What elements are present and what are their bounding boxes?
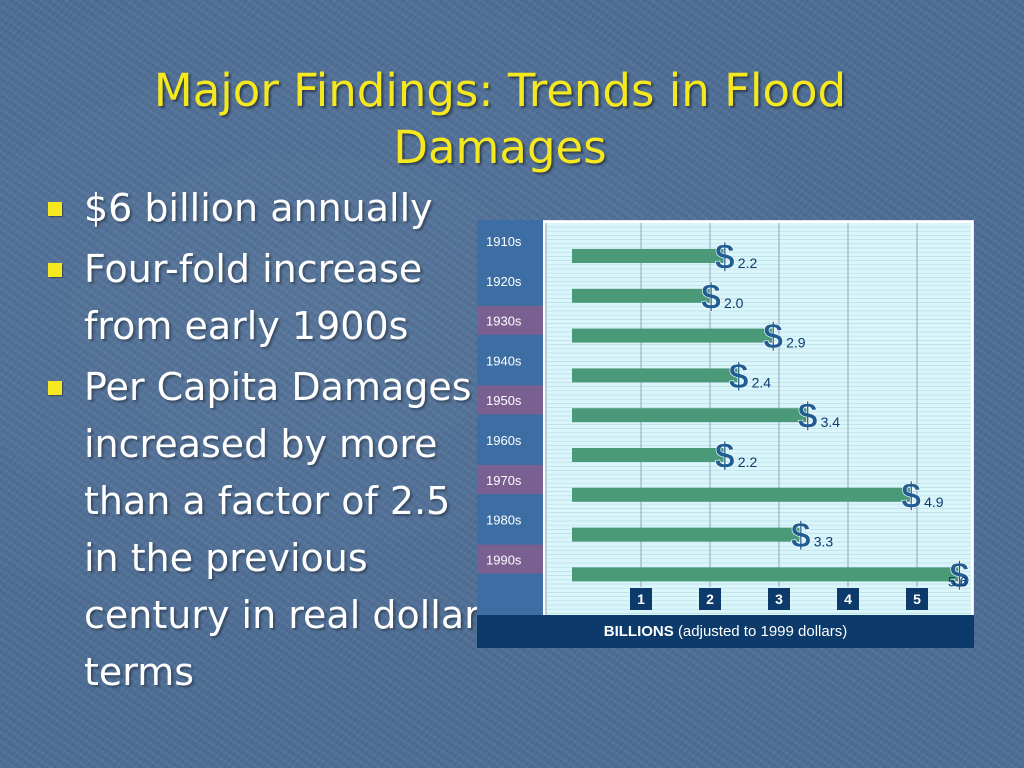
dollar-marker: $ — [715, 236, 735, 277]
square-bullet-icon — [48, 381, 62, 395]
bar — [572, 527, 800, 542]
dollar-marker: $ — [949, 554, 969, 595]
x-tick-box — [630, 588, 652, 610]
value-label: 2.0 — [724, 295, 744, 311]
x-tick-label: 4 — [844, 591, 852, 607]
decade-label: 1920s — [486, 274, 522, 289]
bullet-item: $6 billion annually — [40, 180, 480, 237]
x-tick-box — [768, 588, 790, 610]
bar — [572, 288, 710, 303]
dollar-marker: $ — [715, 435, 735, 476]
value-label: 4.9 — [924, 494, 944, 510]
bar — [572, 249, 724, 263]
bar — [572, 448, 724, 462]
decade-label: 1970s — [486, 473, 522, 488]
x-tick-label: 1 — [637, 591, 645, 607]
x-tick-box — [837, 588, 859, 610]
x-axis-title: BILLIONS (adjusted to 1999 dollars) — [604, 623, 847, 640]
decade-label: 1940s — [486, 353, 522, 368]
square-bullet-icon — [48, 202, 62, 216]
decade-label-band — [477, 385, 543, 415]
dollar-marker: $ — [901, 475, 921, 516]
decade-label: 1960s — [486, 433, 522, 448]
x-tick-label: 3 — [775, 591, 783, 607]
decade-label: 1930s — [486, 314, 522, 329]
value-label: 3.4 — [821, 414, 841, 430]
square-bullet-icon — [48, 263, 62, 277]
value-label: 2.2 — [738, 255, 758, 271]
axis-title-bar — [477, 615, 974, 648]
dollar-marker: $ — [791, 515, 811, 556]
value-label: 2.2 — [738, 454, 758, 470]
value-label: 2.4 — [752, 374, 772, 390]
x-tick-label: 5 — [913, 591, 921, 607]
dollar-marker: $ — [798, 395, 818, 436]
flood-damage-chart: 1910s 1920s 1930s 1940s 1950s 1960s 1970s 1980s… — [477, 220, 974, 648]
decade-label-band — [477, 465, 543, 494]
bullet-list: $6 billion annually Four-fold increase f… — [40, 180, 480, 705]
decade-label: 1910s — [486, 234, 522, 249]
x-axis-title-bold: BILLIONS — [604, 623, 678, 640]
slide-title: Major Findings: Trends in Flood Damages — [153, 64, 847, 174]
dollar-marker: $ — [729, 355, 749, 396]
bullet-text: Four-fold increase from early 1900s — [84, 247, 423, 348]
bullet-text: Per Capita Damages increased by more tha… — [84, 365, 480, 694]
bar — [572, 408, 807, 423]
x-tick-box — [906, 588, 928, 610]
decade-label-band — [477, 305, 543, 335]
value-label: 5.6 — [948, 573, 968, 589]
bullet-text: $6 billion annually — [84, 186, 433, 230]
dollar-marker: $ — [701, 276, 721, 317]
bullet-item: Four-fold increase from early 1900s — [40, 241, 480, 355]
x-axis-title-rest: (adjusted to 1999 dollars) — [678, 623, 847, 640]
x-tick-label: 2 — [706, 591, 714, 607]
bar — [572, 567, 959, 582]
decade-label-band — [477, 544, 543, 574]
decade-label: 1980s — [486, 513, 522, 528]
value-label: 3.3 — [814, 534, 834, 550]
decade-label: 1990s — [486, 552, 522, 567]
bar — [572, 368, 738, 383]
value-label: 2.9 — [786, 335, 806, 351]
dollar-marker: $ — [763, 316, 783, 357]
bar — [572, 328, 773, 343]
decade-label: 1950s — [486, 393, 522, 408]
bullet-item: Per Capita Damages increased by more tha… — [40, 359, 480, 701]
bar — [572, 487, 911, 502]
chart-svg: 1910s 1920s 1930s 1940s 1950s 1960s 1970s 1980s… — [477, 220, 974, 648]
x-tick-box — [699, 588, 721, 610]
